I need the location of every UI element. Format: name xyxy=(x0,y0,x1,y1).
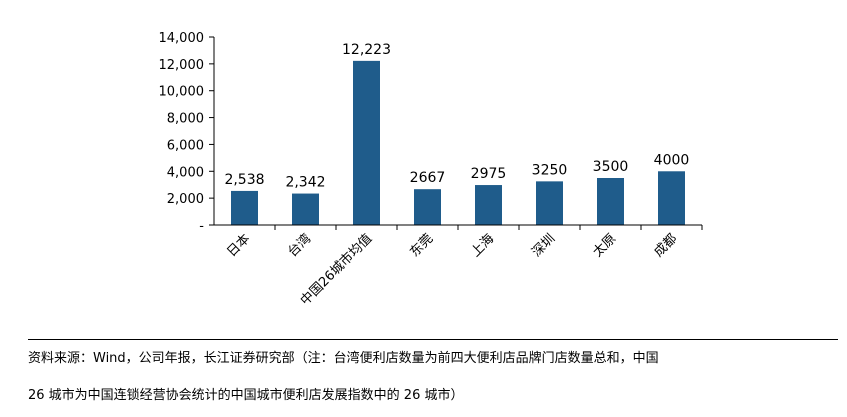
bar xyxy=(658,171,685,225)
category-label: 东莞 xyxy=(407,231,436,260)
y-tick-label: 12,000 xyxy=(159,58,205,73)
data-label: 2,342 xyxy=(285,175,325,191)
data-label: 4000 xyxy=(654,152,690,168)
category-label: 深圳 xyxy=(529,231,558,260)
y-tick-label: 14,000 xyxy=(159,31,205,46)
data-label: 12,223 xyxy=(342,42,391,58)
bar xyxy=(292,193,319,225)
bar xyxy=(536,181,563,225)
category-label: 上海 xyxy=(468,231,497,260)
y-tick-label: 6,000 xyxy=(167,138,204,153)
source-divider xyxy=(28,339,838,340)
data-label: 2,538 xyxy=(224,172,264,188)
category-label: 成都 xyxy=(651,231,680,260)
bars: 2,538 2,342 12,223 2667 2975 3250 3500 4000 xyxy=(224,42,689,225)
bar xyxy=(597,178,624,225)
bar xyxy=(353,60,380,225)
data-label: 3250 xyxy=(532,162,568,178)
category-label: 日本 xyxy=(224,231,253,260)
data-label: 3500 xyxy=(593,159,629,175)
category-label: 太原 xyxy=(590,231,619,260)
bar-chart: -2,0004,0006,0008,00010,00012,00014,000 … xyxy=(159,31,703,309)
y-tick-label: - xyxy=(199,219,204,234)
y-axis: - 2,000 4,000 6,000 8,000 10,000 12,000 14,000 xyxy=(159,31,215,234)
bar xyxy=(475,185,502,225)
bar xyxy=(414,189,441,225)
y-tick-label: 10,000 xyxy=(159,85,205,100)
category-label: 台湾 xyxy=(285,231,315,261)
data-label: 2975 xyxy=(471,166,507,182)
y-tick-label: 2,000 xyxy=(167,192,204,207)
source-note-line-1: 资料来源：Wind，公司年报，长江证券研究部（注：台湾便利店数量为前四大便利店品… xyxy=(28,351,659,366)
bar xyxy=(231,190,258,225)
y-tick-label: 4,000 xyxy=(167,165,204,180)
y-tick-label: 8,000 xyxy=(167,112,204,127)
data-label: 2667 xyxy=(410,170,446,186)
source-note-line-2: 26 城市为中国连锁经营协会统计的中国城市便利店发展指数中的 26 城市） xyxy=(28,388,464,403)
